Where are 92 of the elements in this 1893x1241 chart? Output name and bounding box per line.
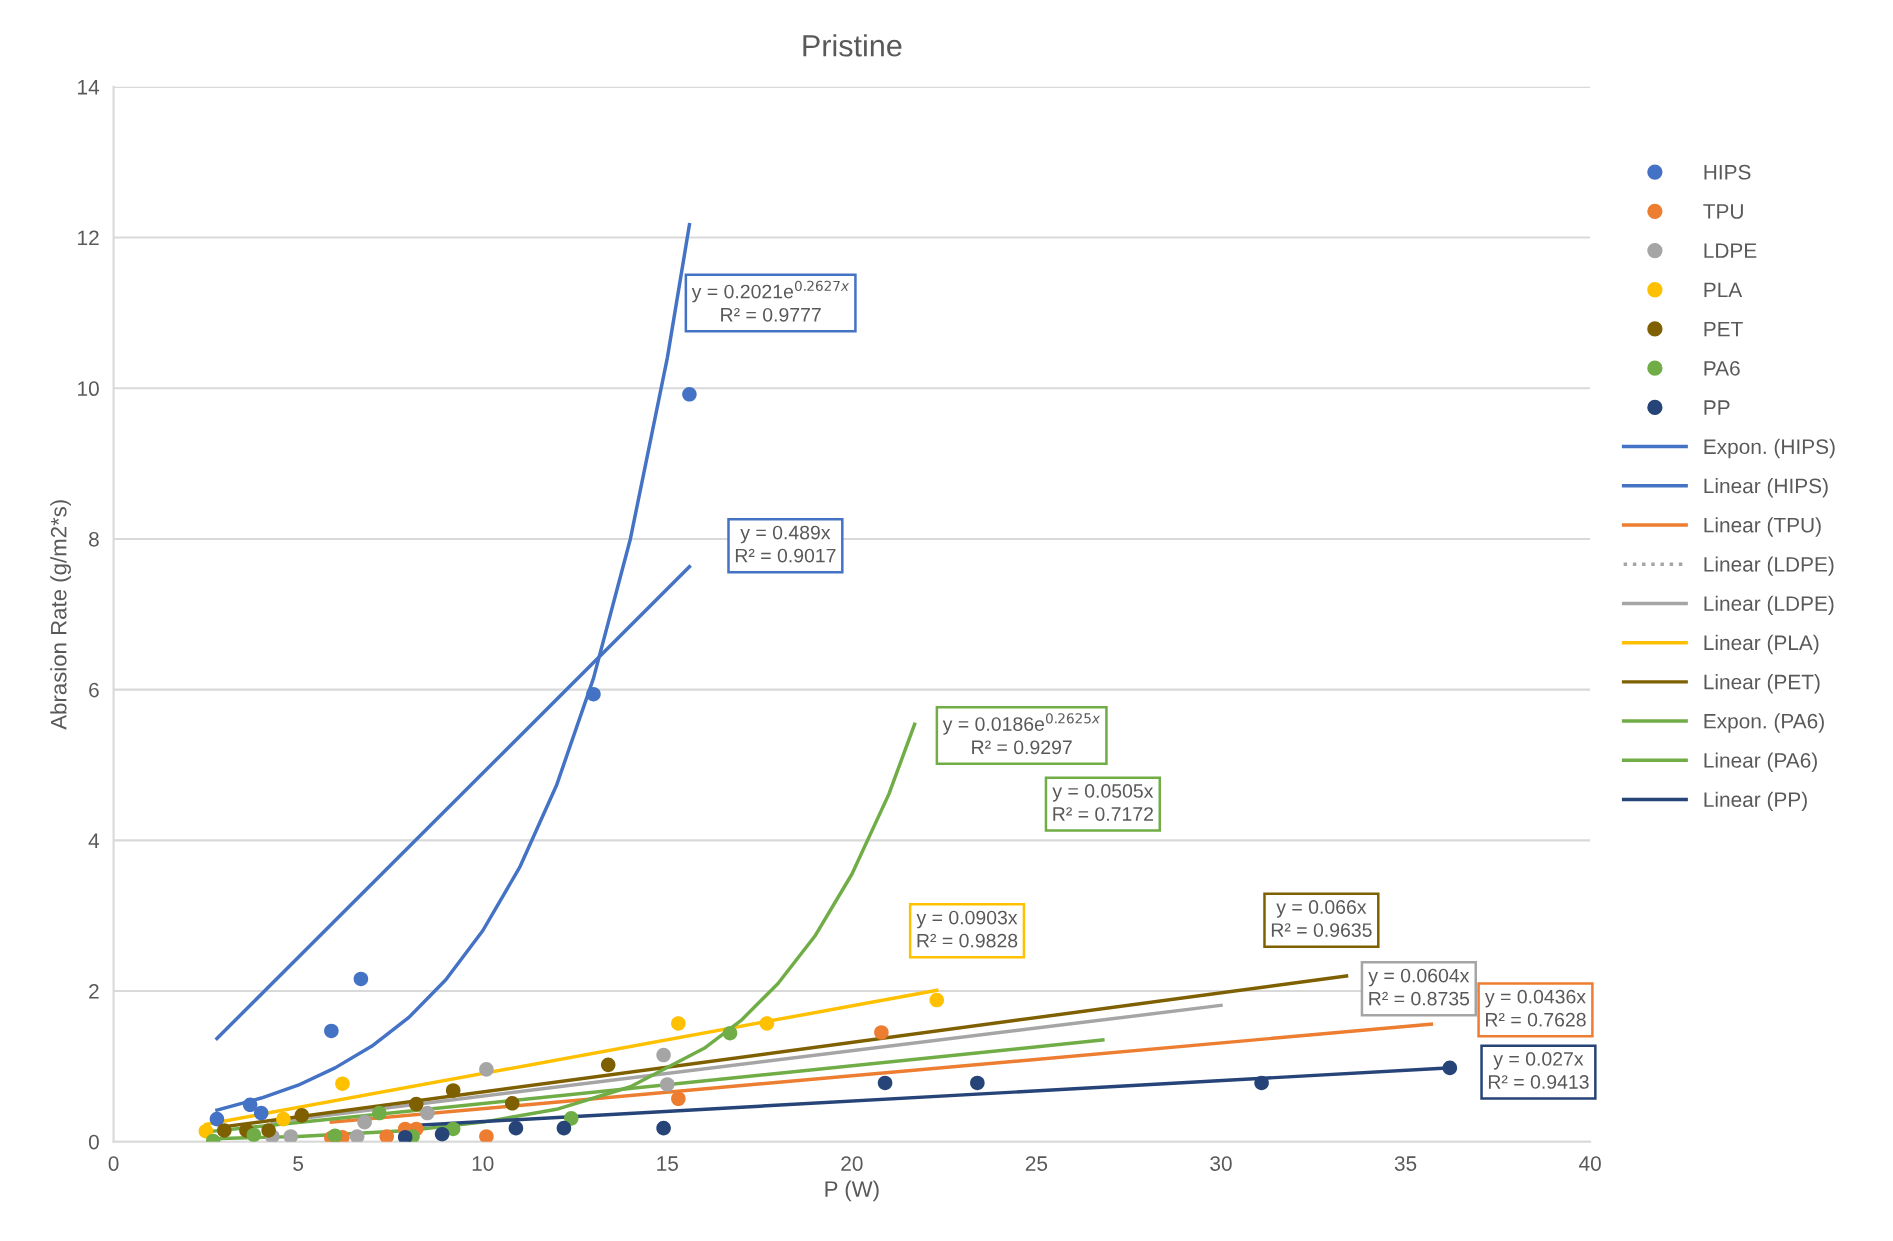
point [283, 1129, 299, 1142]
point [586, 686, 601, 702]
point [722, 1025, 738, 1041]
y-tick-label: 0 [88, 1134, 99, 1150]
legend-label: PP [1704, 400, 1730, 415]
legend-label: Linear (PET) [1704, 674, 1820, 694]
y-tick-label: 2 [89, 984, 99, 999]
text: y = 0.0186e$^{0.2625x}$ R² = 0.9297 [942, 713, 1101, 755]
point [261, 1123, 276, 1138]
point [479, 1129, 494, 1142]
legend-label: HIPS [1704, 164, 1751, 180]
point [660, 1077, 675, 1092]
x-axis-title: P (W) [825, 1180, 879, 1202]
annotation: y = 0.027x R² = 0.9413 [1488, 1052, 1589, 1089]
legend-label: PA6 [1704, 360, 1740, 376]
point [246, 1127, 262, 1142]
point [671, 1016, 686, 1031]
legend-label: Linear (LDPE) [1704, 556, 1834, 576]
point [434, 1126, 450, 1142]
point [327, 1128, 343, 1142]
point [445, 1121, 461, 1137]
point [682, 387, 697, 402]
x-tick-label: 40 [1579, 1156, 1601, 1171]
point [600, 1057, 616, 1073]
x-tick-label: 20 [841, 1156, 863, 1171]
y-tick-label: 10 [78, 381, 99, 397]
legend-label: Expon. (PA6) [1704, 713, 1824, 733]
y-tick-label: 6 [89, 682, 99, 698]
point [324, 1023, 339, 1039]
point [445, 1083, 461, 1098]
point [671, 1091, 686, 1107]
x-tick-label: 15 [657, 1156, 678, 1171]
annotation: y = 0.0505x R² = 0.7172 [1052, 784, 1154, 821]
legend-label: Linear (TPU) [1704, 517, 1821, 537]
point [276, 1111, 291, 1127]
y-axis-title: Abrasion Rate (g/m2*s) [50, 500, 71, 730]
point [335, 1076, 350, 1091]
x-tick-label: 5 [293, 1156, 304, 1171]
x-tick-label: 30 [1210, 1156, 1232, 1171]
legend-label: Linear (LDPE) [1704, 595, 1834, 616]
legend-label: Expon. (HIPS) [1704, 438, 1835, 459]
x-tick-label: 10 [472, 1156, 494, 1171]
point [217, 1123, 232, 1138]
point [253, 1105, 269, 1121]
legend-label: Linear (HIPS) [1704, 478, 1828, 498]
legend-label: Linear (PP) [1704, 791, 1807, 812]
point [349, 1129, 365, 1142]
y-tick-label: 12 [78, 230, 99, 246]
y-tick-label: 8 [89, 531, 99, 547]
point [656, 1120, 671, 1136]
legend-label: Linear (PA6) [1704, 752, 1817, 772]
annotation: y = 0.0436x R² = 0.7628 [1485, 989, 1586, 1027]
annotation: y = 0.489x R² = 0.9017 [735, 525, 836, 563]
y-tick-label: 14 [78, 80, 100, 95]
point [353, 971, 369, 987]
legend-label: LDPE [1704, 243, 1757, 258]
annotation: y = 0.0604x R² = 0.8735 [1368, 968, 1470, 1006]
chart-title: Pristine [803, 34, 902, 57]
point [242, 1097, 258, 1113]
point [372, 1105, 387, 1121]
point [1442, 1060, 1458, 1076]
point [479, 1062, 494, 1077]
point [294, 1108, 310, 1123]
legend-label: PLA [1704, 282, 1743, 298]
point [209, 1111, 225, 1127]
point [397, 1129, 413, 1142]
point [656, 1047, 671, 1063]
point [759, 1016, 775, 1031]
point [420, 1105, 435, 1121]
legend-label: TPU [1703, 204, 1743, 219]
legend-label: PET [1704, 321, 1743, 337]
x-tick-label: 35 [1394, 1156, 1417, 1171]
point [564, 1111, 579, 1126]
point [929, 992, 945, 1008]
point [874, 1025, 889, 1040]
point [970, 1075, 985, 1091]
legend-label: Linear (PLA) [1704, 634, 1819, 655]
point [877, 1075, 893, 1091]
annotation: y = 0.066x R² = 0.9635 [1271, 900, 1372, 937]
x-tick-label: 0 [108, 1156, 119, 1171]
point [1254, 1075, 1269, 1091]
point [379, 1129, 395, 1142]
text: y = 0.2021e$^{0.2627x}$ R² = 0.9777 [691, 280, 850, 322]
y-tick-label: 4 [88, 833, 100, 848]
point [556, 1120, 572, 1136]
annotation: y = 0.0903x R² = 0.9828 [916, 910, 1018, 948]
point [198, 1123, 214, 1139]
point [357, 1114, 372, 1130]
x-tick-label: 25 [1025, 1156, 1048, 1171]
point [508, 1120, 524, 1136]
point [504, 1096, 520, 1111]
point [408, 1096, 424, 1112]
